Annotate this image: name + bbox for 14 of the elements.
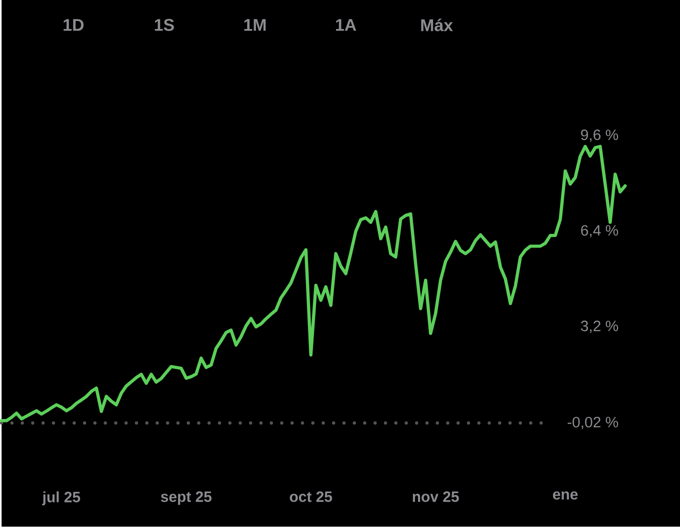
y-tick-label: 3,2 % <box>580 320 618 334</box>
x-tick-label: sept 25 <box>160 491 212 506</box>
text: 1M <box>244 19 266 31</box>
x-tick-label: nov 25 <box>412 491 459 502</box>
x-tick-label: jul 25 <box>42 491 80 506</box>
y-tick-label: -0,02 % <box>568 416 618 430</box>
x-tick-label: oct 25 <box>290 491 332 502</box>
text: 1A <box>336 19 356 31</box>
text: 1S <box>154 19 174 32</box>
y-tick-label: 6,4 % <box>581 225 618 238</box>
y-tick-label: 9,6 % <box>581 130 618 142</box>
text: Máx <box>421 18 453 32</box>
x-tick-label: ene <box>552 491 578 500</box>
text: 1D <box>64 19 84 31</box>
